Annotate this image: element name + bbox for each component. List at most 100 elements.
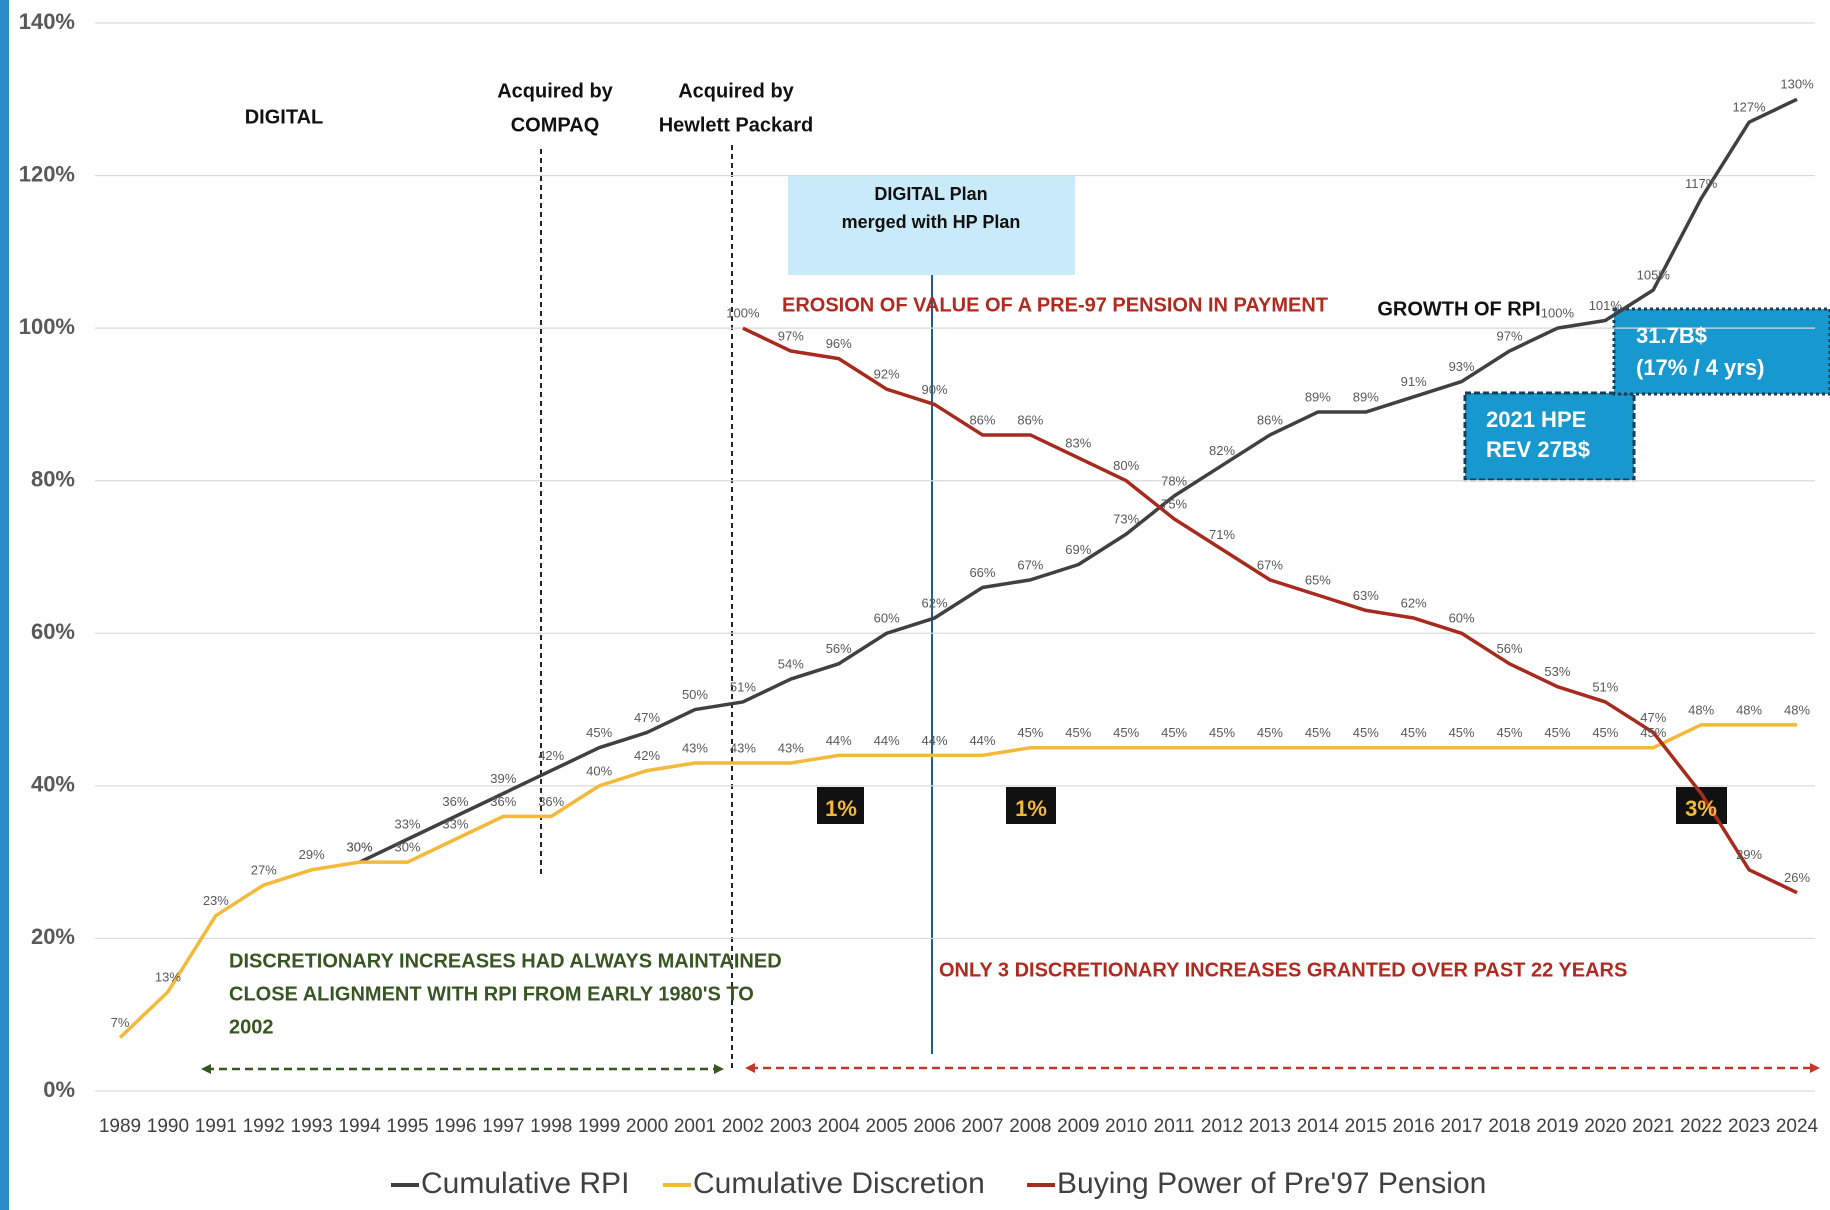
data-label: 30% [347,840,373,855]
y-tick-label: 40% [31,772,75,797]
x-tick-label: 2024 [1776,1116,1819,1137]
x-tick-label: 1993 [291,1116,333,1137]
data-label: 13% [155,969,181,984]
x-tick-label: 2017 [1440,1116,1482,1137]
annotation: 31.7B$ [1636,323,1707,348]
data-label: 69% [1065,542,1091,557]
x-tick-label: 1994 [338,1116,381,1137]
annotation: Acquired by [678,80,794,102]
legend-label: Buying Power of Pre'97 Pension [1057,1167,1486,1200]
data-label: 65% [1305,573,1331,588]
x-tick-label: 1991 [195,1116,237,1137]
data-label: 45% [1257,725,1283,740]
data-label: 43% [682,740,708,755]
data-label: 130% [1780,77,1814,92]
data-label: 62% [1401,595,1427,610]
data-label: 45% [1544,725,1570,740]
x-tick-label: 2008 [1009,1116,1051,1137]
data-label: 75% [1161,496,1187,511]
data-label: 36% [442,794,468,809]
data-label: 29% [1736,847,1762,862]
x-tick-label: 2021 [1632,1116,1674,1137]
x-tick-label: 1996 [434,1116,476,1137]
y-tick-label: 100% [19,314,75,339]
data-label: 82% [1209,443,1235,458]
data-label: 86% [1257,412,1283,427]
data-label: 96% [826,336,852,351]
data-label: 33% [394,817,420,832]
y-tick-label: 60% [31,619,75,644]
x-tick-label: 2002 [722,1116,764,1137]
series-line [118,723,1797,1039]
annotation: 1% [1015,796,1047,821]
data-label: 93% [1449,359,1475,374]
data-label: 45% [1305,725,1331,740]
data-label: 39% [490,771,516,786]
data-label: 30% [347,840,373,855]
x-tick-label: 2007 [961,1116,1003,1137]
x-tick-label: 1989 [99,1116,141,1137]
data-label: 44% [826,733,852,748]
data-label: 45% [1592,725,1618,740]
data-label: 47% [634,710,660,725]
x-tick-label: 2019 [1536,1116,1578,1137]
x-tick-label: 2023 [1728,1116,1770,1137]
data-label: 66% [969,565,995,580]
data-label: 45% [1496,725,1522,740]
x-tick-label: 2010 [1105,1116,1147,1137]
series-line [358,97,1798,864]
annotation: COMPAQ [511,114,600,136]
data-label: 45% [1209,725,1235,740]
data-label: 117% [1685,176,1718,191]
data-label: 90% [922,382,948,397]
data-label: 54% [778,656,804,671]
data-label: 83% [1065,435,1091,450]
x-tick-label: 2005 [865,1116,907,1137]
data-label: 36% [490,794,516,809]
y-tick-label: 0% [43,1077,75,1102]
x-tick-label: 2009 [1057,1116,1099,1137]
annotation: ONLY 3 DISCRETIONARY INCREASES GRANTED O… [939,959,1627,981]
data-label: 45% [1113,725,1139,740]
data-label: 73% [1113,512,1139,527]
y-tick-label: 20% [31,924,75,949]
x-tick-label: 2006 [913,1116,955,1137]
x-tick-label: 1990 [147,1116,189,1137]
annotation: 2002 [229,1016,274,1038]
annotation: REV 27B$ [1486,437,1590,462]
data-label: 86% [969,412,995,427]
data-label: 36% [538,794,564,809]
left-edge [0,0,9,1210]
data-label: 105% [1637,267,1671,282]
data-label: 56% [1496,641,1522,656]
x-tick-label: 2016 [1393,1116,1435,1137]
data-label: 7% [111,1015,130,1030]
data-label: 45% [1353,725,1379,740]
data-label: 67% [1257,557,1283,572]
legend-label: Cumulative RPI [421,1167,629,1200]
x-tick-label: 2018 [1488,1116,1530,1137]
y-tick-label: 80% [31,467,75,492]
data-label: 45% [586,725,612,740]
data-label: 71% [1209,527,1235,542]
data-label: 45% [1401,725,1427,740]
data-label: 45% [1161,725,1187,740]
data-label: 29% [299,847,325,862]
x-tick-label: 2000 [626,1116,668,1137]
data-label: 51% [730,679,756,694]
x-tick-label: 2004 [818,1116,861,1137]
x-tick-label: 1992 [243,1116,285,1137]
data-label: 26% [1784,870,1810,885]
x-tick-label: 2011 [1154,1116,1195,1137]
annotation: 2021 HPE [1486,407,1586,432]
data-label: 45% [1017,725,1043,740]
data-label: 44% [922,733,948,748]
data-label: 78% [1161,473,1187,488]
data-label: 60% [1449,611,1475,626]
series-line [742,326,1798,895]
y-tick-label: 140% [19,9,75,34]
data-label: 127% [1732,100,1766,115]
data-label: 86% [1017,412,1043,427]
annotation: DISCRETIONARY INCREASES HAD ALWAYS MAINT… [229,950,782,972]
